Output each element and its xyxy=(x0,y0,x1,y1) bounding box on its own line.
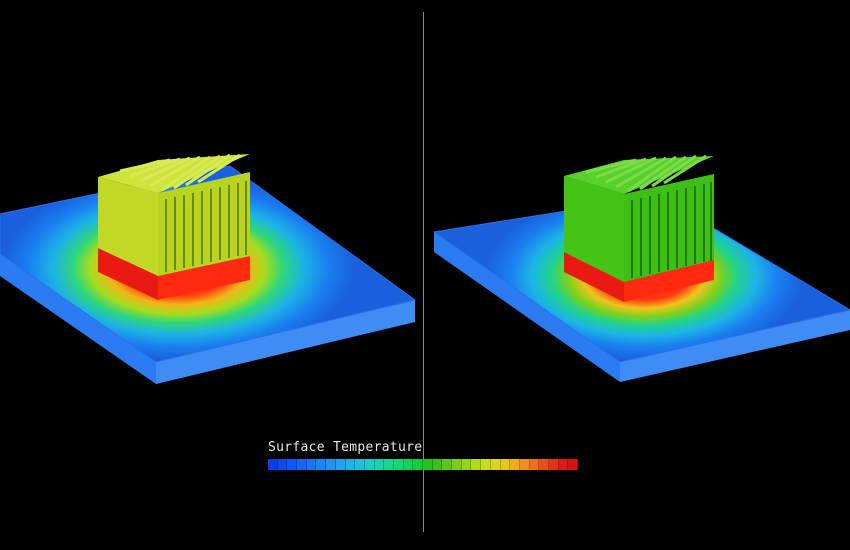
color-scale-cell xyxy=(510,459,520,470)
color-scale-bar xyxy=(268,459,578,470)
color-scale-cell xyxy=(277,459,288,470)
fin-slots-right xyxy=(631,182,712,278)
base-block-right-face xyxy=(158,256,250,300)
plate-front-face xyxy=(0,254,156,384)
base-block-left-face xyxy=(98,248,158,300)
base-block-right-face xyxy=(624,260,714,302)
plate-side-face xyxy=(156,300,415,384)
color-scale-cell xyxy=(423,459,433,470)
color-scale-cell xyxy=(452,459,462,470)
color-scale-cell xyxy=(519,459,530,470)
color-scale-cell xyxy=(268,459,278,470)
fin-stack-side-face xyxy=(158,172,250,276)
color-scale-cell xyxy=(364,459,375,470)
color-scale-cell xyxy=(326,459,336,470)
color-scale-cell xyxy=(355,459,365,470)
color-scale-cell xyxy=(393,459,404,470)
color-scale-cell xyxy=(403,459,414,470)
viewport-left xyxy=(0,0,423,550)
fin-stack-front-face xyxy=(564,176,624,282)
heatsink-model-left xyxy=(0,153,417,384)
legend-title: Surface Temperature xyxy=(268,440,423,455)
color-scale-cell xyxy=(548,459,559,470)
color-scale-cell xyxy=(471,459,482,470)
color-scale-cell xyxy=(335,459,346,470)
color-scale-cell xyxy=(442,459,453,470)
color-scale-cell xyxy=(432,459,443,470)
plate-front-face xyxy=(434,232,620,382)
color-scale-cell xyxy=(384,459,394,470)
fin-tops-left xyxy=(119,153,241,192)
color-scale-cell xyxy=(500,459,511,470)
color-scale-cell xyxy=(345,459,356,470)
fin-stack-front-face xyxy=(98,177,158,276)
color-scale-cell xyxy=(374,459,385,470)
base-block-left-face xyxy=(564,252,624,302)
fin-slots-left xyxy=(165,181,247,272)
heatsink-model-right xyxy=(432,154,850,382)
color-scale-cell xyxy=(568,459,578,470)
color-scale-cell xyxy=(316,459,327,470)
color-scale-cell xyxy=(558,459,569,470)
color-scale-cell xyxy=(306,459,317,470)
color-scale-cell xyxy=(481,459,491,470)
color-scale-cell xyxy=(287,459,298,470)
color-scale-cell xyxy=(297,459,307,470)
color-scale-cell xyxy=(529,459,540,470)
plate-side-face xyxy=(620,310,850,382)
color-scale-cell xyxy=(413,459,423,470)
viewport-right xyxy=(424,0,850,550)
color-scale-cell xyxy=(490,459,501,470)
color-scale-cell xyxy=(539,459,549,470)
fin-tops-right xyxy=(585,154,707,193)
viewport-divider xyxy=(423,12,424,532)
color-scale-cell xyxy=(461,459,472,470)
